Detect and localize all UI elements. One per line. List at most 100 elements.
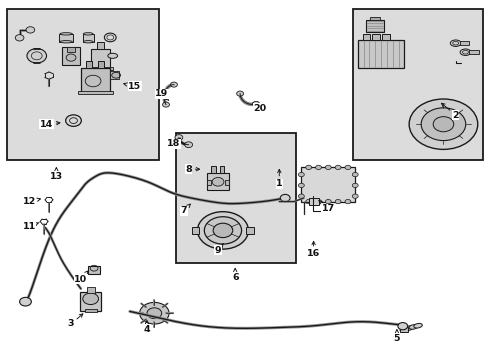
Circle shape	[325, 165, 331, 170]
Circle shape	[175, 135, 183, 140]
Bar	[225, 180, 229, 185]
Text: 17: 17	[319, 201, 335, 213]
Circle shape	[204, 217, 242, 244]
Bar	[62, 47, 80, 65]
Bar	[98, 61, 104, 68]
Bar	[220, 166, 224, 173]
Bar	[86, 61, 92, 68]
Ellipse shape	[83, 41, 93, 43]
Ellipse shape	[108, 53, 118, 58]
Bar	[246, 227, 254, 234]
Text: 2: 2	[441, 103, 459, 120]
Text: 9: 9	[215, 243, 223, 255]
Text: 5: 5	[393, 330, 400, 343]
Circle shape	[306, 165, 312, 170]
Circle shape	[66, 115, 81, 126]
Ellipse shape	[405, 326, 413, 330]
Circle shape	[325, 199, 331, 204]
Text: 16: 16	[307, 242, 320, 258]
Bar	[110, 71, 119, 79]
Circle shape	[140, 302, 169, 324]
Bar	[400, 327, 408, 332]
Bar	[469, 50, 479, 54]
Text: 1: 1	[276, 170, 283, 188]
Bar	[358, 40, 404, 68]
Circle shape	[237, 91, 244, 96]
Text: 7: 7	[180, 204, 191, 215]
Bar	[372, 34, 380, 40]
Circle shape	[345, 165, 351, 170]
Bar	[301, 167, 355, 202]
Circle shape	[212, 177, 224, 186]
Circle shape	[298, 194, 304, 198]
Circle shape	[352, 172, 358, 177]
Circle shape	[163, 102, 170, 107]
Text: 6: 6	[232, 269, 239, 282]
Bar	[353, 9, 483, 160]
Circle shape	[27, 49, 47, 63]
Circle shape	[345, 199, 351, 204]
Text: 12: 12	[23, 197, 40, 206]
Bar	[87, 287, 95, 293]
Bar	[81, 68, 110, 92]
Bar	[91, 49, 110, 68]
Circle shape	[433, 117, 454, 132]
Circle shape	[298, 172, 304, 177]
Circle shape	[335, 165, 341, 170]
Bar	[211, 166, 216, 173]
Bar	[207, 173, 229, 190]
Bar	[88, 67, 113, 70]
Bar	[460, 41, 469, 45]
Bar	[80, 292, 101, 311]
Bar	[207, 180, 211, 185]
Bar	[78, 91, 113, 94]
Bar	[59, 34, 73, 42]
Bar	[88, 266, 100, 274]
Circle shape	[197, 212, 248, 249]
Circle shape	[352, 194, 358, 198]
Circle shape	[15, 35, 24, 41]
Circle shape	[66, 54, 76, 61]
Bar	[176, 133, 296, 263]
Circle shape	[213, 223, 233, 238]
Text: 13: 13	[50, 168, 63, 181]
Bar	[370, 17, 380, 20]
Bar	[192, 227, 199, 234]
Circle shape	[280, 194, 290, 202]
Text: 20: 20	[253, 103, 266, 112]
Bar	[309, 198, 319, 205]
Text: 11: 11	[23, 222, 39, 231]
Text: 18: 18	[167, 138, 181, 148]
Circle shape	[298, 183, 304, 188]
Text: 14: 14	[40, 120, 60, 129]
Circle shape	[83, 293, 98, 305]
Text: 3: 3	[68, 314, 83, 328]
Text: 8: 8	[185, 165, 199, 174]
Text: 15: 15	[124, 82, 141, 91]
Circle shape	[409, 99, 478, 149]
Bar	[363, 34, 370, 40]
Circle shape	[26, 27, 35, 33]
Circle shape	[316, 165, 321, 170]
Circle shape	[253, 102, 260, 107]
Bar	[366, 20, 384, 32]
Circle shape	[335, 199, 341, 204]
Circle shape	[352, 183, 358, 188]
Ellipse shape	[409, 325, 417, 329]
Ellipse shape	[60, 33, 73, 35]
Bar	[97, 42, 104, 49]
Circle shape	[20, 297, 31, 306]
Circle shape	[316, 199, 321, 204]
Bar	[85, 309, 97, 312]
Circle shape	[171, 82, 177, 87]
Text: 19: 19	[155, 89, 169, 100]
Ellipse shape	[400, 327, 409, 332]
Ellipse shape	[83, 33, 93, 35]
Circle shape	[421, 108, 466, 140]
Circle shape	[306, 199, 312, 204]
Bar	[382, 34, 390, 40]
Text: 4: 4	[144, 321, 150, 334]
Bar	[83, 34, 94, 42]
Circle shape	[185, 142, 193, 148]
Ellipse shape	[414, 323, 422, 328]
